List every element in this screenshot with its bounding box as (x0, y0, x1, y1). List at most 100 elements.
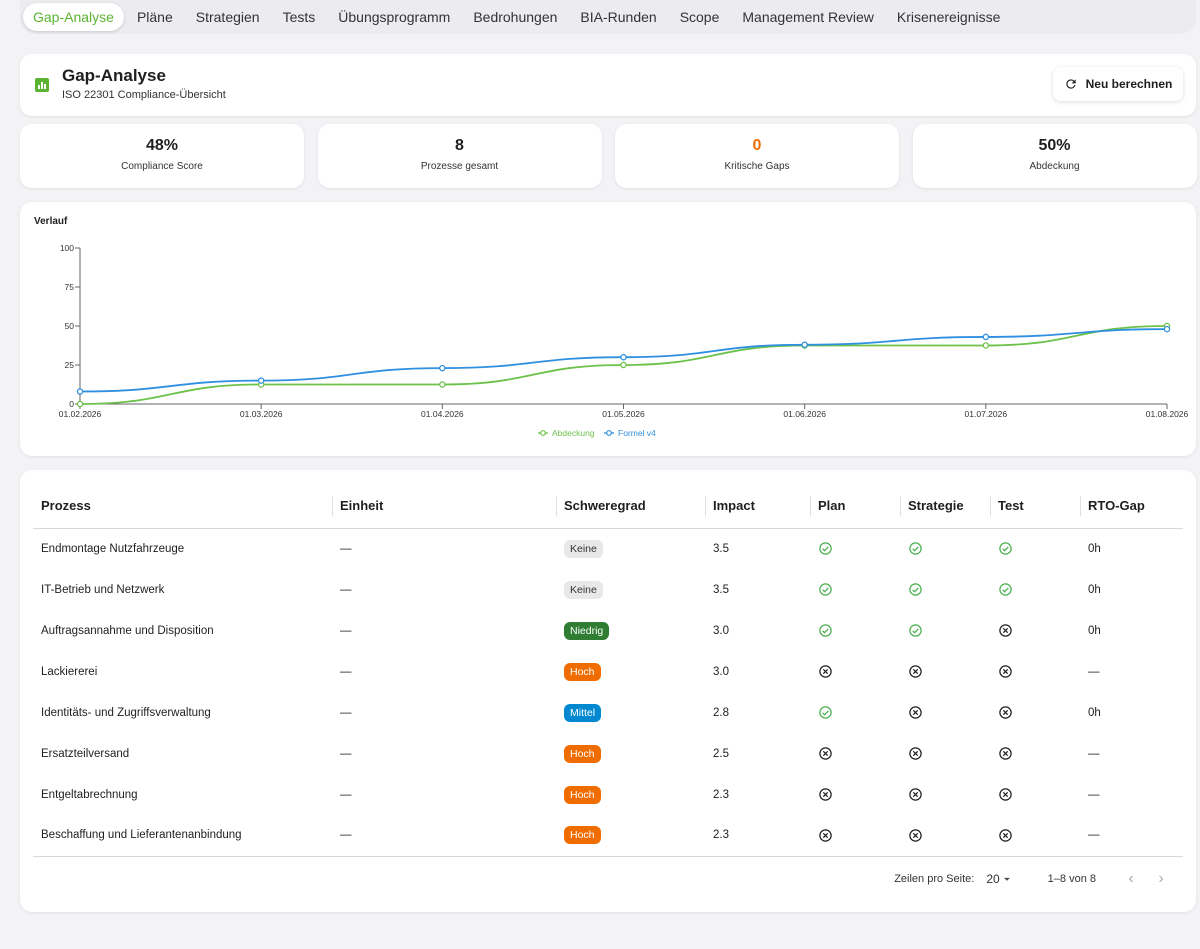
severity-cell: Hoch (556, 815, 705, 857)
column-header-strategie[interactable]: Strategie (900, 484, 990, 529)
column-header-schweregrad[interactable]: Schweregrad (556, 484, 705, 529)
cancel-circle-icon (999, 788, 1012, 801)
tab-strategien[interactable]: Strategien (195, 9, 260, 25)
plan-status (810, 528, 900, 569)
column-header-einheit[interactable]: Einheit (332, 484, 556, 529)
unit: — (340, 624, 352, 637)
recalculate-button[interactable]: Neu berechnen (1053, 67, 1183, 101)
chart-card: Verlauf 0 25 50 75 100 01.02.2026 01.03.2026 01.… (20, 202, 1196, 456)
severity-badge: Niedrig (564, 621, 610, 640)
test-status (990, 528, 1080, 569)
y-tick-label: 75 (65, 282, 75, 292)
table-row[interactable]: Endmontage Nutzfahrzeuge — Keine 3.5 0h (33, 528, 1183, 569)
strategy-status (900, 528, 990, 569)
table-row[interactable]: Ersatzteilversand — Hoch 2.5 — (33, 733, 1183, 774)
data-point-formel-v4 (801, 341, 808, 348)
next-page-button[interactable]: › (1158, 870, 1164, 887)
tab-plaene[interactable]: Pläne (136, 9, 173, 25)
cancel-circle-icon (909, 788, 922, 801)
process-name: Lackiererei (41, 665, 98, 678)
x-tick-label: 01.05.2026 (602, 409, 645, 419)
page-range: 1–8 von 8 (1047, 873, 1096, 885)
column-header-rto-gap[interactable]: RTO-Gap (1080, 484, 1183, 529)
tab-uebungsprogramm[interactable]: Übungsprogramm (338, 9, 451, 25)
tab-bedrohungen[interactable]: Bedrohungen (473, 9, 558, 25)
data-point-abdeckung (982, 342, 990, 349)
legend-marker-formel-v4 (606, 430, 612, 436)
check-circle-icon (999, 583, 1012, 596)
rto-gap: 0h (1088, 583, 1101, 596)
tab-bia-runden[interactable]: BIA-Runden (580, 9, 657, 25)
plan-status (810, 651, 900, 692)
test-status (990, 610, 1080, 651)
caret-down-icon (1003, 877, 1010, 881)
data-point-formel-v4 (439, 364, 446, 372)
history-chart: Verlauf 0 25 50 75 100 01.02.2026 01.03.2026 01.… (34, 216, 1189, 438)
table-row[interactable]: Auftragsannahme und Disposition — Niedrig 3… (33, 610, 1183, 651)
strategy-status (900, 610, 990, 651)
impact: 2.8 (713, 706, 729, 719)
table-row[interactable]: Beschaffung und Lieferantenanbindung — Hoc… (33, 815, 1183, 857)
x-tick-label: 01.04.2026 (421, 409, 464, 419)
cancel-circle-icon (999, 624, 1012, 637)
table-row[interactable]: IT-Betrieb und Netzwerk — Keine 3.5 0h (33, 569, 1183, 610)
data-point-abdeckung (620, 361, 627, 369)
strategy-status (900, 569, 990, 610)
stat-value: 8 (455, 137, 464, 154)
strategy-status (900, 692, 990, 733)
severity-cell: Hoch (556, 774, 705, 815)
prev-page-button[interactable]: ‹ (1128, 870, 1134, 887)
rto-gap: — (1088, 747, 1100, 760)
test-status (990, 569, 1080, 610)
test-status (990, 692, 1080, 733)
column-header-impact[interactable]: Impact (705, 484, 810, 529)
cancel-circle-icon (999, 706, 1012, 719)
stat-label: Kritische Gaps (724, 161, 790, 172)
tab-tests[interactable]: Tests (282, 9, 316, 25)
check-circle-icon (819, 583, 832, 596)
plan-status (810, 815, 900, 857)
impact: 3.5 (713, 583, 729, 596)
check-circle-icon (909, 624, 922, 637)
severity-cell: Keine (556, 569, 705, 610)
tab-scope[interactable]: Scope (679, 9, 720, 25)
plan-status (810, 733, 900, 774)
unit: — (340, 583, 352, 596)
cancel-circle-icon (909, 829, 922, 842)
data-point-abdeckung (76, 400, 84, 408)
severity-cell: Keine (556, 528, 705, 569)
stat-card-processes-total: 8 Prozesse gesamt (317, 124, 602, 188)
process-name: Ersatzteilversand (41, 747, 130, 760)
table-row[interactable]: Entgeltabrechnung — Hoch 2.3 — (33, 774, 1183, 815)
y-tick-label: 25 (65, 360, 75, 370)
chart-title: Verlauf (34, 216, 68, 227)
rows-per-page-select[interactable]: 20 (986, 872, 1013, 886)
legend-marker-abdeckung (540, 430, 546, 436)
gap-table-card: Prozess Einheit Schweregrad Impact Plan Strat… (20, 470, 1196, 912)
recalculate-label: Neu berechnen (1085, 77, 1173, 91)
test-status (990, 733, 1080, 774)
severity-cell: Hoch (556, 651, 705, 692)
stat-label: Prozesse gesamt (420, 161, 499, 172)
process-name: Identitäts- und Zugriffsverwaltung (41, 706, 211, 719)
tab-management-review[interactable]: Management Review (742, 9, 874, 25)
impact: 3.0 (713, 665, 729, 678)
unit: — (340, 665, 352, 678)
severity-cell: Niedrig (556, 610, 705, 651)
stat-card-coverage: 50% Abdeckung (912, 124, 1197, 188)
x-tick-label: 01.08.2026 (1146, 409, 1189, 419)
check-circle-icon (819, 542, 832, 555)
table-row[interactable]: Lackiererei — Hoch 3.0 — (33, 651, 1183, 692)
stat-label: Abdeckung (1029, 161, 1080, 172)
column-header-plan[interactable]: Plan (810, 484, 900, 529)
cancel-circle-icon (999, 829, 1012, 842)
tab-krisenereignisse[interactable]: Krisenereignisse (896, 9, 1001, 25)
table-row[interactable]: Identitäts- und Zugriffsverwaltung — Mitte… (33, 692, 1183, 733)
impact: 2.3 (713, 788, 729, 801)
check-circle-icon (819, 624, 832, 637)
refresh-icon (1065, 79, 1076, 89)
column-header-test[interactable]: Test (990, 484, 1080, 529)
tab-gap-analyse[interactable]: Gap-Analyse (23, 3, 124, 31)
cancel-circle-icon (819, 665, 832, 678)
column-header-prozess[interactable]: Prozess (33, 484, 332, 529)
